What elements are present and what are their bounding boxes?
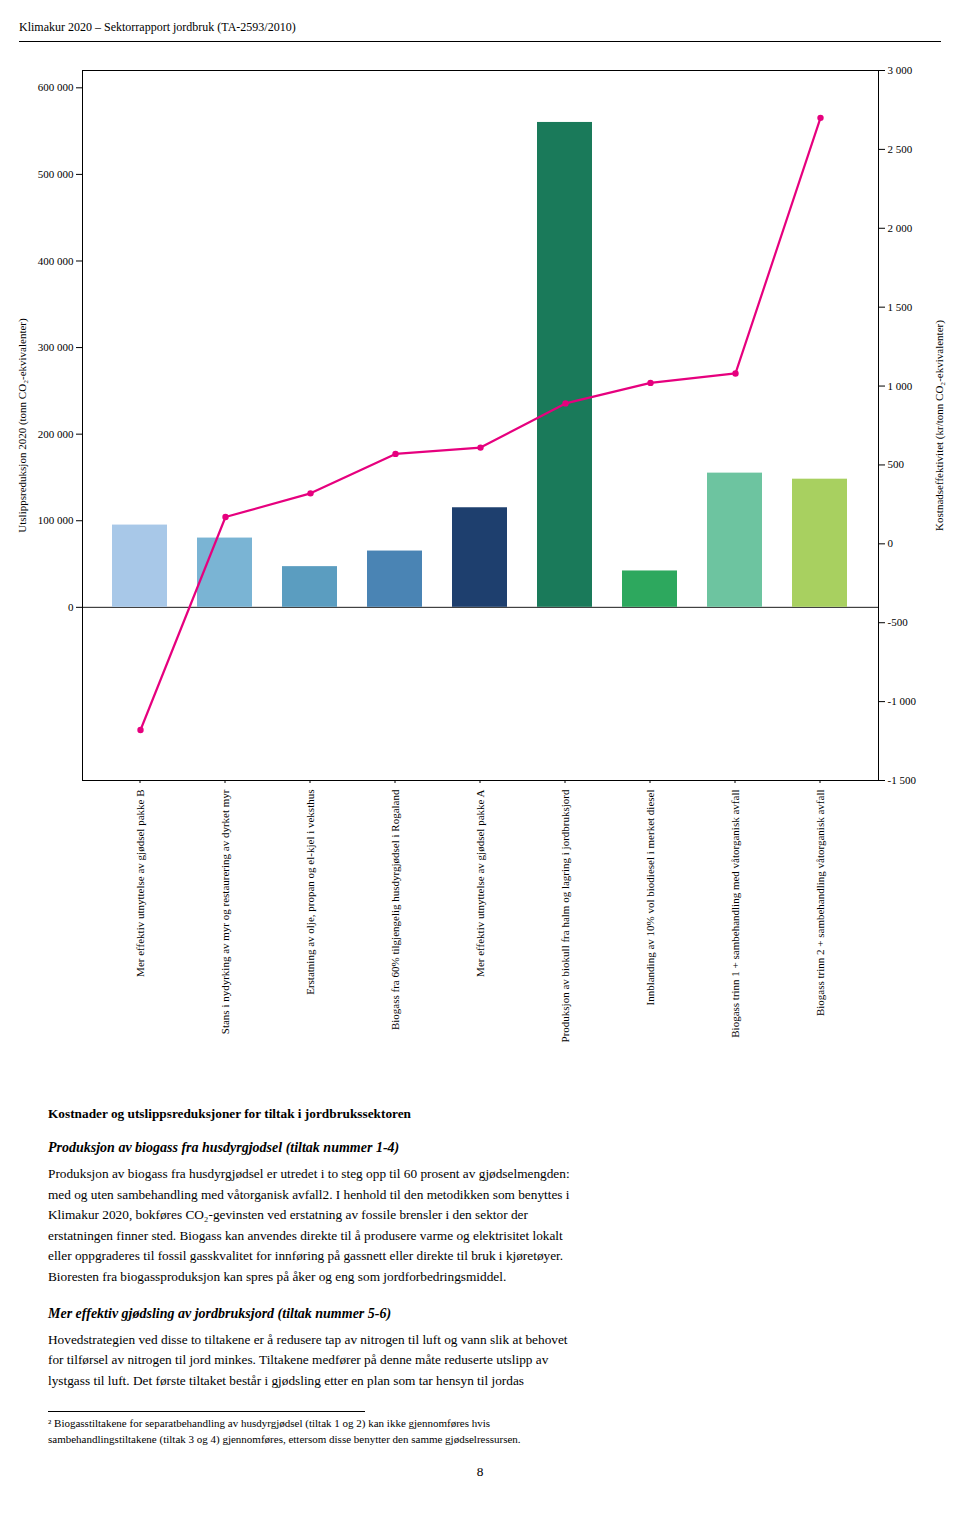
svg-text:Biogass trinn 1 + sambehandlin: Biogass trinn 1 + sambehandling med våto… [729, 790, 741, 1038]
svg-text:2 000: 2 000 [888, 222, 913, 234]
html-text:Produksjon av biogass fra husd: Produksjon av biogass fra husdyrgjødsel … [48, 1166, 570, 1284]
svg-text:-500: -500 [888, 616, 909, 628]
svg-text:Kostnadseffektivitet (kr/tonn: Kostnadseffektivitet (kr/tonn CO₂-ekviva… [933, 320, 946, 531]
svg-text:0: 0 [68, 601, 74, 613]
html-text:Produksjon av biogass fra husd: Produksjon av biogass fra husdyrgjodsel … [48, 1140, 400, 1155]
svg-text:500: 500 [888, 458, 905, 470]
svg-text:300 000: 300 000 [38, 341, 74, 353]
svg-text:Stans i nydyrking av myr og re: Stans i nydyrking av myr og restaurering… [219, 789, 231, 1034]
svg-text:Erstatning av olje, propan og: Erstatning av olje, propan og el-kjel i … [304, 790, 316, 995]
html-text:Hovedstrategien ved disse to t: Hovedstrategien ved disse to tiltakene e… [48, 1331, 568, 1388]
svg-text:400 000: 400 000 [38, 255, 74, 267]
svg-text:500 000: 500 000 [38, 168, 74, 180]
svg-text:0: 0 [888, 537, 894, 549]
svg-text:Utslippsreduksjon 2020 (tonn C: Utslippsreduksjon 2020 (tonn CO₂-ekvival… [16, 318, 29, 533]
svg-text:1 000: 1 000 [888, 380, 913, 392]
svg-text:Innblanding av 10% vol biodies: Innblanding av 10% vol biodiesel i merke… [644, 790, 656, 1006]
html-text:² Biogasstiltakene for separat: ² Biogasstiltakene for separatbehandling… [48, 1417, 521, 1446]
svg-text:Mer effektiv utnyttelse av gjø: Mer effektiv utnyttelse av gjødsel pakke… [474, 789, 486, 976]
svg-text:Produksjon av biokull fra halm: Produksjon av biokull fra halm og lagrin… [559, 789, 571, 1042]
html-text:8: 8 [476, 1464, 484, 1480]
html-text:Kostnader og utslippsreduksjon: Kostnader og utslippsreduksjoner for til… [48, 1106, 411, 1121]
svg-text:200 000: 200 000 [38, 428, 74, 440]
svg-text:2 500: 2 500 [888, 143, 913, 155]
svg-text:600 000: 600 000 [38, 81, 74, 93]
svg-text:100 000: 100 000 [38, 514, 74, 526]
svg-text:1 500: 1 500 [888, 301, 913, 313]
svg-text:-1 500: -1 500 [888, 774, 917, 786]
html-text:Mer effektiv gjødsling av jord: Mer effektiv gjødsling av jordbruksjord … [48, 1305, 392, 1321]
html-text:Klimakur 2020 – Sektorrapport: Klimakur 2020 – Sektorrapport jordbruk (… [19, 20, 296, 34]
svg-text:Biogass trinn 2 + sambehandlin: Biogass trinn 2 + sambehandling våtorgan… [814, 790, 826, 1017]
svg-text:-1 000: -1 000 [888, 695, 917, 707]
svg-text:Biogass fra 60% tilgjengelig h: Biogass fra 60% tilgjengelig husdyrgjøds… [389, 789, 401, 1030]
svg-text:3 000: 3 000 [888, 64, 913, 76]
svg-text:Mer effektiv utnyttelse av gjø: Mer effektiv utnyttelse av gjødsel pakke… [134, 790, 146, 977]
